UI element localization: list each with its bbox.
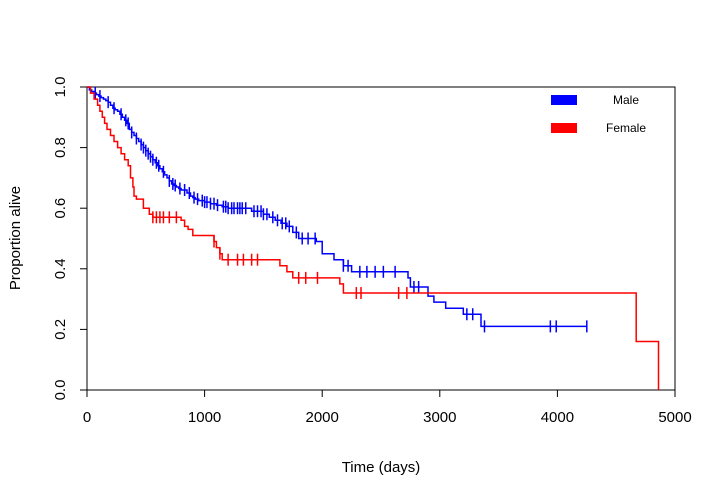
y-tick-label: 1.0 [52, 77, 69, 98]
y-tick-label: 0.6 [52, 198, 69, 219]
legend: Male Female [551, 93, 646, 135]
y-axis: 0.0 0.2 0.4 0.6 0.8 1.0 [52, 77, 88, 401]
y-tick-label: 0.4 [52, 258, 69, 279]
y-tick-label: 0.2 [52, 319, 69, 340]
x-tick-label: 1000 [188, 409, 221, 426]
female-survival-curve [87, 86, 660, 390]
plot-box [86, 86, 676, 391]
x-tick-label: 4000 [541, 409, 574, 426]
x-tick-label: 2000 [306, 409, 339, 426]
x-axis-title: Time (days) [342, 459, 421, 476]
x-tick-label: 3000 [423, 409, 456, 426]
male-survival-curve [87, 86, 587, 328]
y-tick-label: 0.8 [52, 137, 69, 158]
x-axis: 0 1000 2000 3000 4000 5000 [83, 389, 692, 426]
survival-curves [87, 86, 660, 390]
x-tick-label: 0 [83, 409, 91, 426]
female-legend-swatch [551, 123, 577, 133]
female-legend-label: Female [606, 121, 646, 135]
male-legend-swatch [551, 95, 577, 105]
male-legend-label: Male [613, 93, 639, 107]
x-tick-label: 5000 [658, 409, 691, 426]
y-tick-label: 0.0 [52, 380, 69, 401]
y-axis-title: Proportion alive [7, 186, 24, 290]
